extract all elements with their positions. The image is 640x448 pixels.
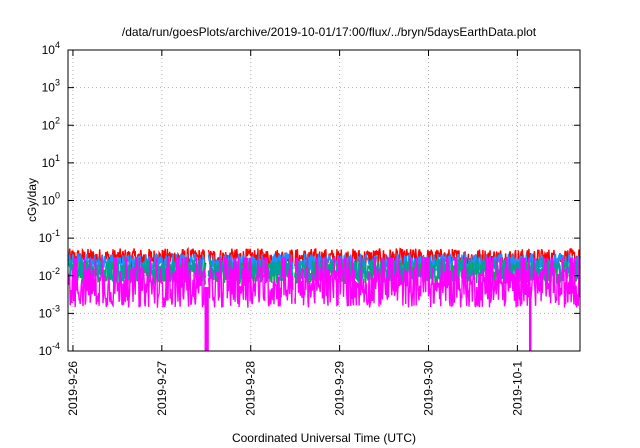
- x-axis-label: Coordinated Universal Time (UTC): [232, 431, 416, 445]
- x-axis-ticks: 2019-9-26 2019-9-27 2019-9-28 2019-9-29 2019…: [66, 50, 524, 416]
- y-axis-ticks: 10-4 10-3 10-2 10-1 100 101 102 103 104: [39, 40, 580, 358]
- x-tick-label: 2019-9-26: [66, 361, 80, 416]
- y-tick-label: 100: [42, 191, 60, 208]
- y-tick-label: 103: [42, 78, 60, 95]
- y-tick-label: 10-1: [39, 228, 60, 245]
- x-tick-label: 2019-9-29: [333, 361, 347, 416]
- chart-title: /data/run/goesPlots/archive/2019-10-01/1…: [122, 25, 537, 39]
- plot-data: [67, 246, 581, 351]
- y-tick-label: 10-2: [39, 266, 60, 283]
- y-axis-label: cGy/day: [25, 178, 39, 222]
- x-tick-label: 2019-10-1: [510, 361, 524, 416]
- y-tick-label: 10-3: [39, 303, 60, 320]
- y-tick-label: 101: [42, 153, 60, 170]
- x-tick-label: 2019-9-30: [421, 361, 435, 416]
- x-tick-label: 2019-9-28: [244, 361, 258, 416]
- y-tick-label: 104: [42, 40, 60, 57]
- series-line: [67, 257, 581, 308]
- y-tick-label: 102: [42, 115, 60, 132]
- y-tick-label: 10-4: [39, 341, 60, 358]
- x-tick-label: 2019-9-27: [155, 361, 169, 416]
